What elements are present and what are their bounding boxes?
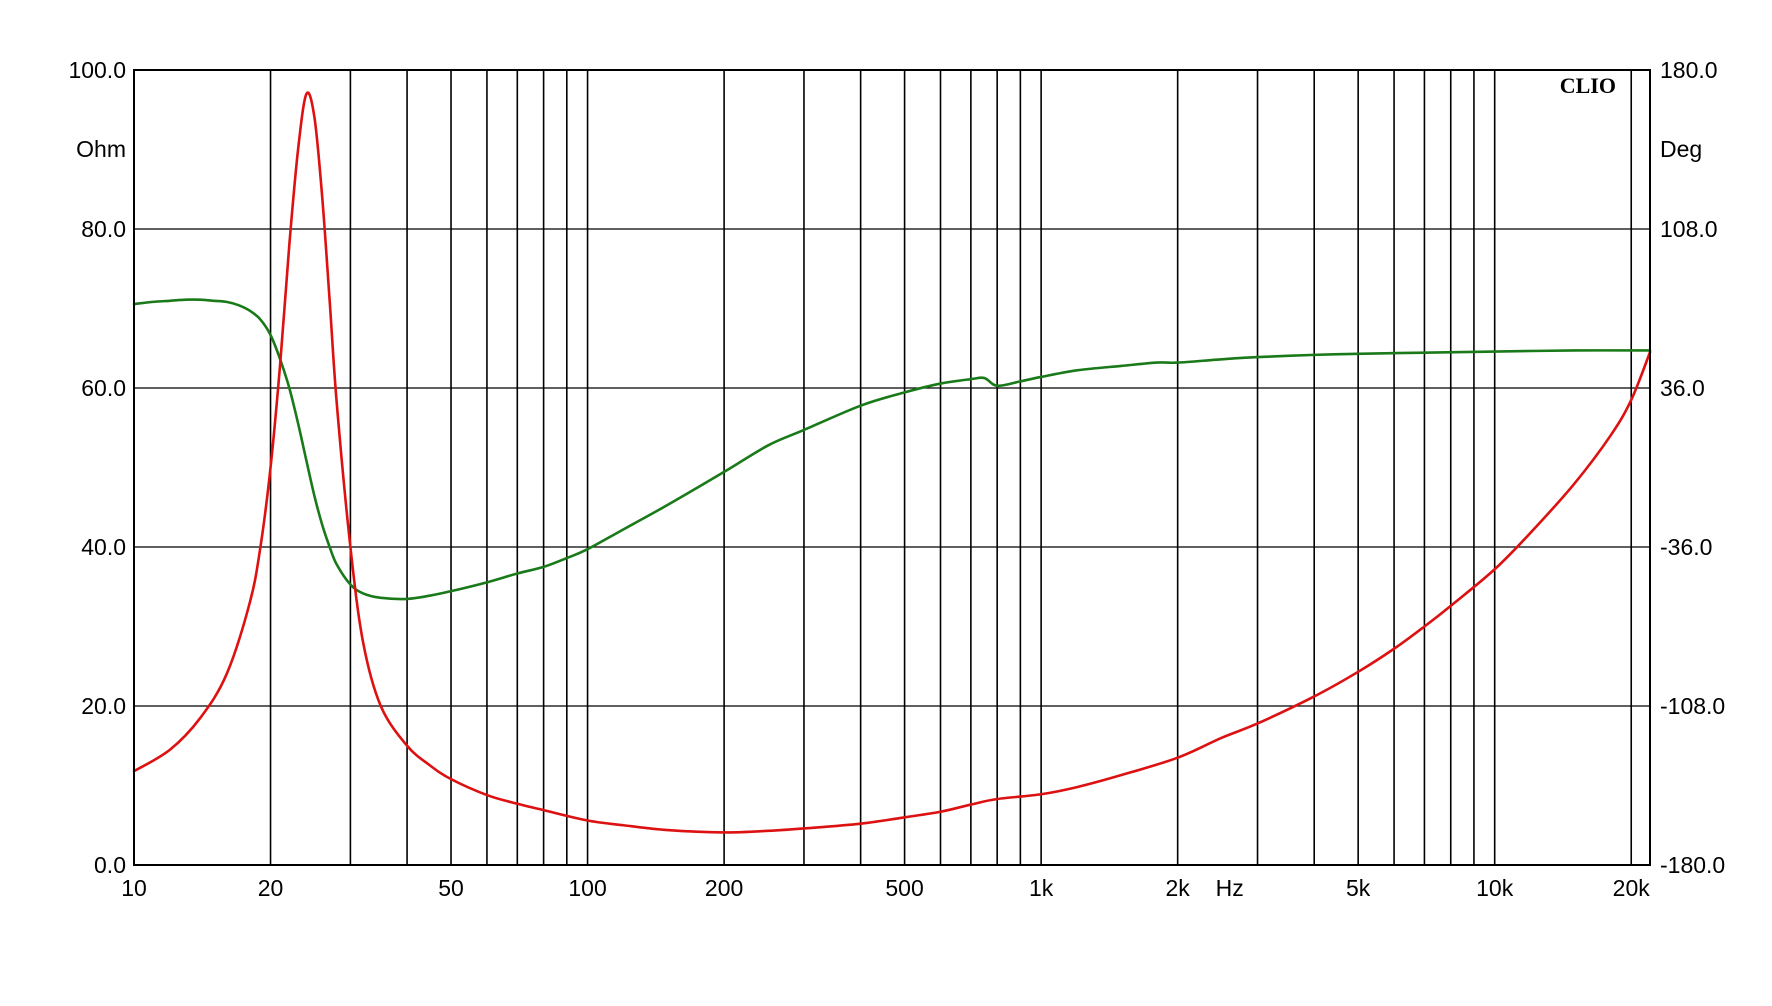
x-tick-label: 20 <box>258 875 284 901</box>
x-tick-label: 50 <box>438 875 464 901</box>
x-tick-label: 100 <box>568 875 606 901</box>
x-tick-label: 500 <box>885 875 923 901</box>
y-right-tick-label: -36.0 <box>1660 534 1712 560</box>
clio-logo-text: CLIO <box>1560 73 1616 98</box>
y-left-tick-label: 20.0 <box>81 693 126 719</box>
x-tick-label: 10k <box>1476 875 1514 901</box>
x-tick-label: 20k <box>1613 875 1651 901</box>
axis-labels: 10 20 50 100 200 500 1k 2k 5k 10k 20k Hz 0.0 20.0 40.0… <box>68 57 1725 901</box>
x-tick-label: 200 <box>705 875 743 901</box>
phase-curve <box>132 298 1652 601</box>
x-tick-label: 2k <box>1166 875 1191 901</box>
y-left-tick-label: 60.0 <box>81 375 126 401</box>
y-right-unit-label: Deg <box>1660 136 1702 162</box>
y-right-tick-label: -180.0 <box>1660 852 1725 878</box>
impedance-curve <box>132 91 1652 834</box>
y-left-tick-label: 40.0 <box>81 534 126 560</box>
y-right-tick-label: 108.0 <box>1660 216 1718 242</box>
y-left-unit-label: Ohm <box>76 136 126 162</box>
y-right-tick-label: -108.0 <box>1660 693 1725 719</box>
curves <box>132 91 1652 834</box>
y-left-tick-label: 80.0 <box>81 216 126 242</box>
plot-frame <box>133 69 1651 866</box>
x-tick-label: 5k <box>1346 875 1371 901</box>
x-unit-label: Hz <box>1216 875 1244 901</box>
x-tick-label: 1k <box>1029 875 1054 901</box>
x-tick-label: 10 <box>121 875 147 901</box>
y-right-tick-label: 36.0 <box>1660 375 1705 401</box>
y-left-tick-label: 100.0 <box>68 57 126 83</box>
grid <box>134 69 1650 866</box>
y-right-tick-label: 180.0 <box>1660 57 1718 83</box>
y-left-tick-label: 0.0 <box>94 852 126 878</box>
